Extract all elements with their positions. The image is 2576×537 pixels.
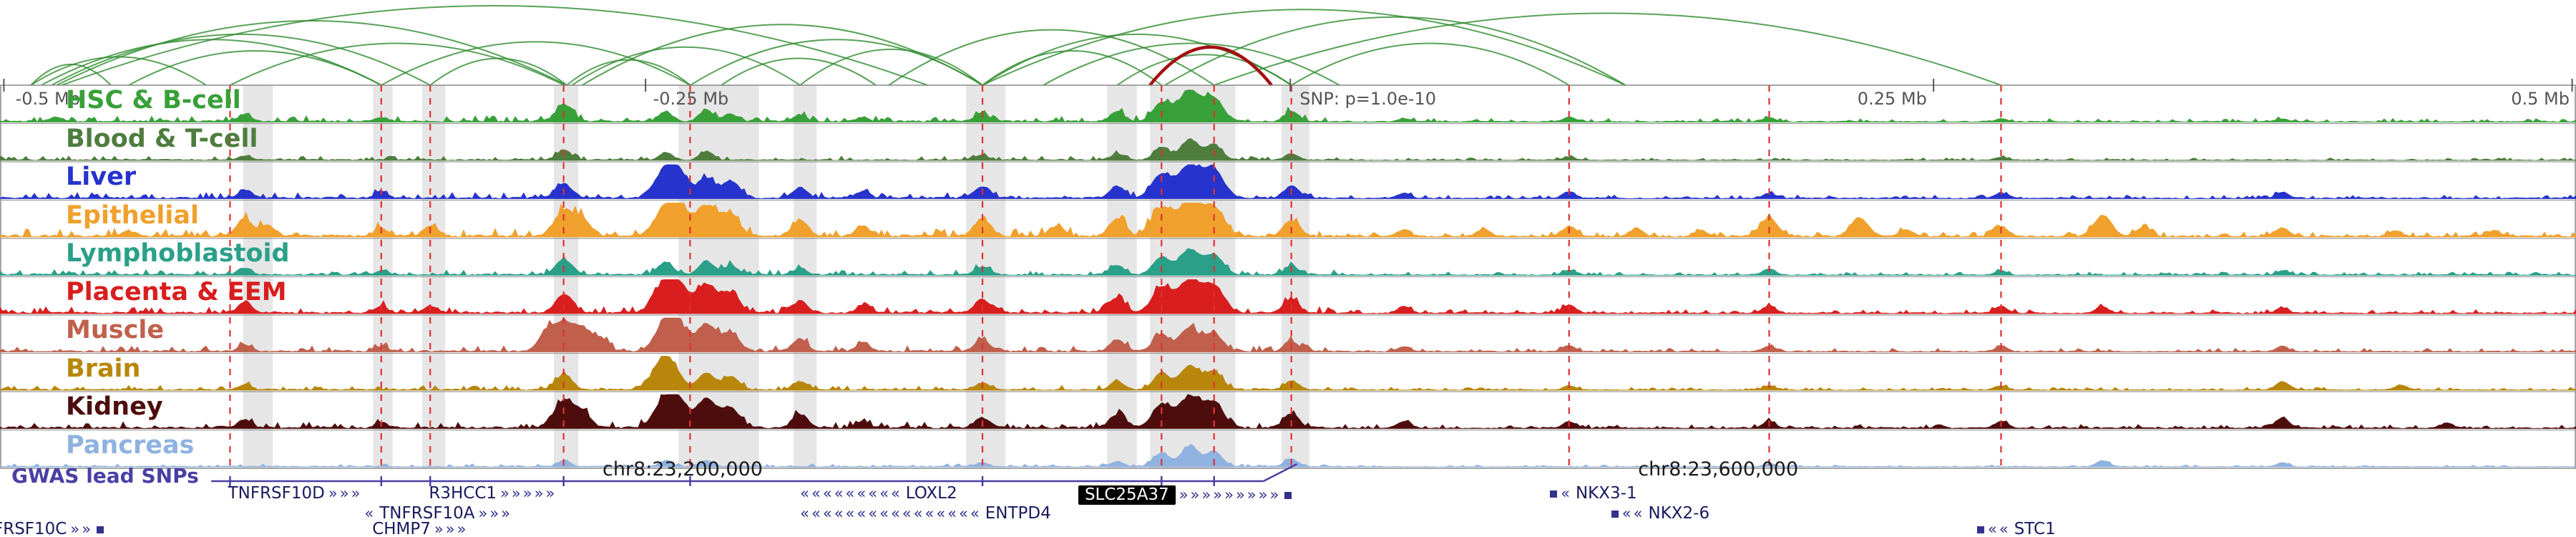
interaction-arc-green	[429, 57, 567, 86]
interaction-arc-green	[571, 46, 801, 86]
interaction-arc-green	[1116, 54, 1292, 86]
signal-track-hsc-b-cell	[0, 90, 2576, 123]
signal-track-brain	[0, 356, 2576, 391]
signal-track-placenta-eem	[0, 279, 2576, 314]
interaction-arc-green	[721, 57, 877, 86]
interaction-arc-green	[888, 29, 1215, 86]
gwas-pointer-line	[1263, 463, 1298, 483]
signal-track-lymphoblastoid	[0, 248, 2576, 276]
interaction-arc-green	[56, 20, 567, 86]
signal-track-muscle	[0, 317, 2576, 353]
signal-track-pancreas	[0, 443, 2576, 468]
interaction-arc-green	[982, 50, 1162, 86]
interaction-arc-green	[799, 48, 983, 86]
interaction-arc-green	[30, 56, 207, 86]
signal-track-liver	[0, 164, 2576, 200]
interaction-arc-green	[381, 41, 691, 86]
interaction-arc-green	[51, 34, 431, 86]
interaction-arc-green	[1291, 42, 1570, 86]
signal-track-epithelial	[0, 203, 2576, 238]
interaction-arc-red	[1148, 45, 1273, 87]
interaction-arc-green	[62, 5, 928, 86]
interaction-arc-green	[566, 59, 691, 86]
interaction-arc-green	[582, 24, 983, 86]
interaction-arc-green	[690, 39, 983, 86]
interaction-arc-green	[128, 50, 382, 86]
interaction-arc-green	[230, 42, 565, 86]
signal-track-blood-t-cell	[0, 137, 2576, 161]
interaction-arc-green	[1214, 12, 2001, 86]
interaction-arc-green	[982, 9, 1626, 86]
signal-track-kidney	[0, 394, 2576, 430]
interaction-arc-green	[1043, 42, 1340, 86]
